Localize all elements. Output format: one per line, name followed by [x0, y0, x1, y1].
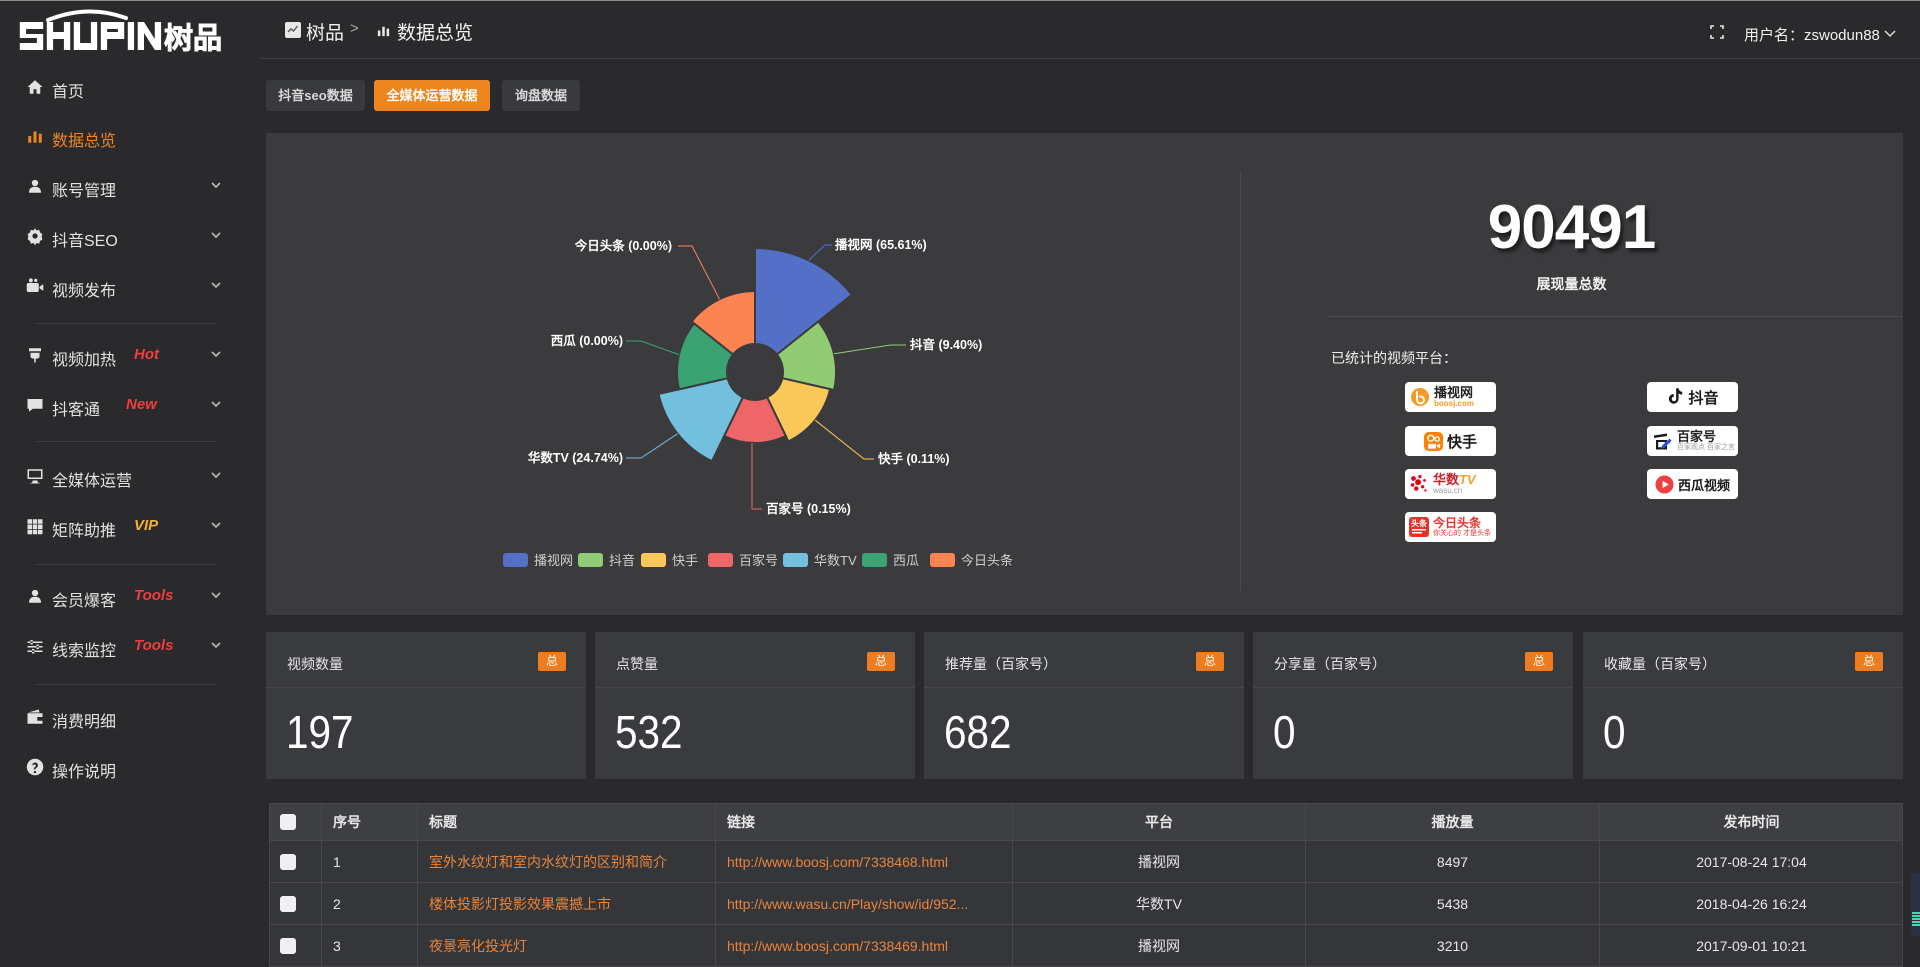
svg-text:今日头条 (0.00%): 今日头条 (0.00%) [574, 238, 672, 253]
svg-text:播视网: 播视网 [534, 553, 573, 568]
svg-text:西瓜: 西瓜 [893, 553, 919, 568]
svg-text:快手: 快手 [672, 553, 698, 568]
svg-text:头条: 头条 [1411, 518, 1428, 528]
svg-text:西瓜 (0.00%): 西瓜 (0.00%) [551, 334, 623, 348]
svg-text:华数TV (24.74%): 华数TV (24.74%) [528, 450, 623, 465]
svg-text:百家号 (0.15%): 百家号 (0.15%) [766, 501, 851, 516]
svg-text:华数TV: 华数TV [814, 553, 857, 568]
svg-text:百家号: 百家号 [739, 553, 778, 568]
svg-text:树品: 树品 [164, 22, 222, 55]
svg-text:播视网 (65.61%): 播视网 (65.61%) [835, 237, 927, 252]
svg-text:抖音: 抖音 [609, 553, 635, 568]
svg-text:快手 (0.11%): 快手 (0.11%) [878, 451, 950, 466]
svg-text:抖音 (9.40%): 抖音 (9.40%) [910, 337, 982, 352]
svg-text:今日头条: 今日头条 [961, 553, 1013, 568]
